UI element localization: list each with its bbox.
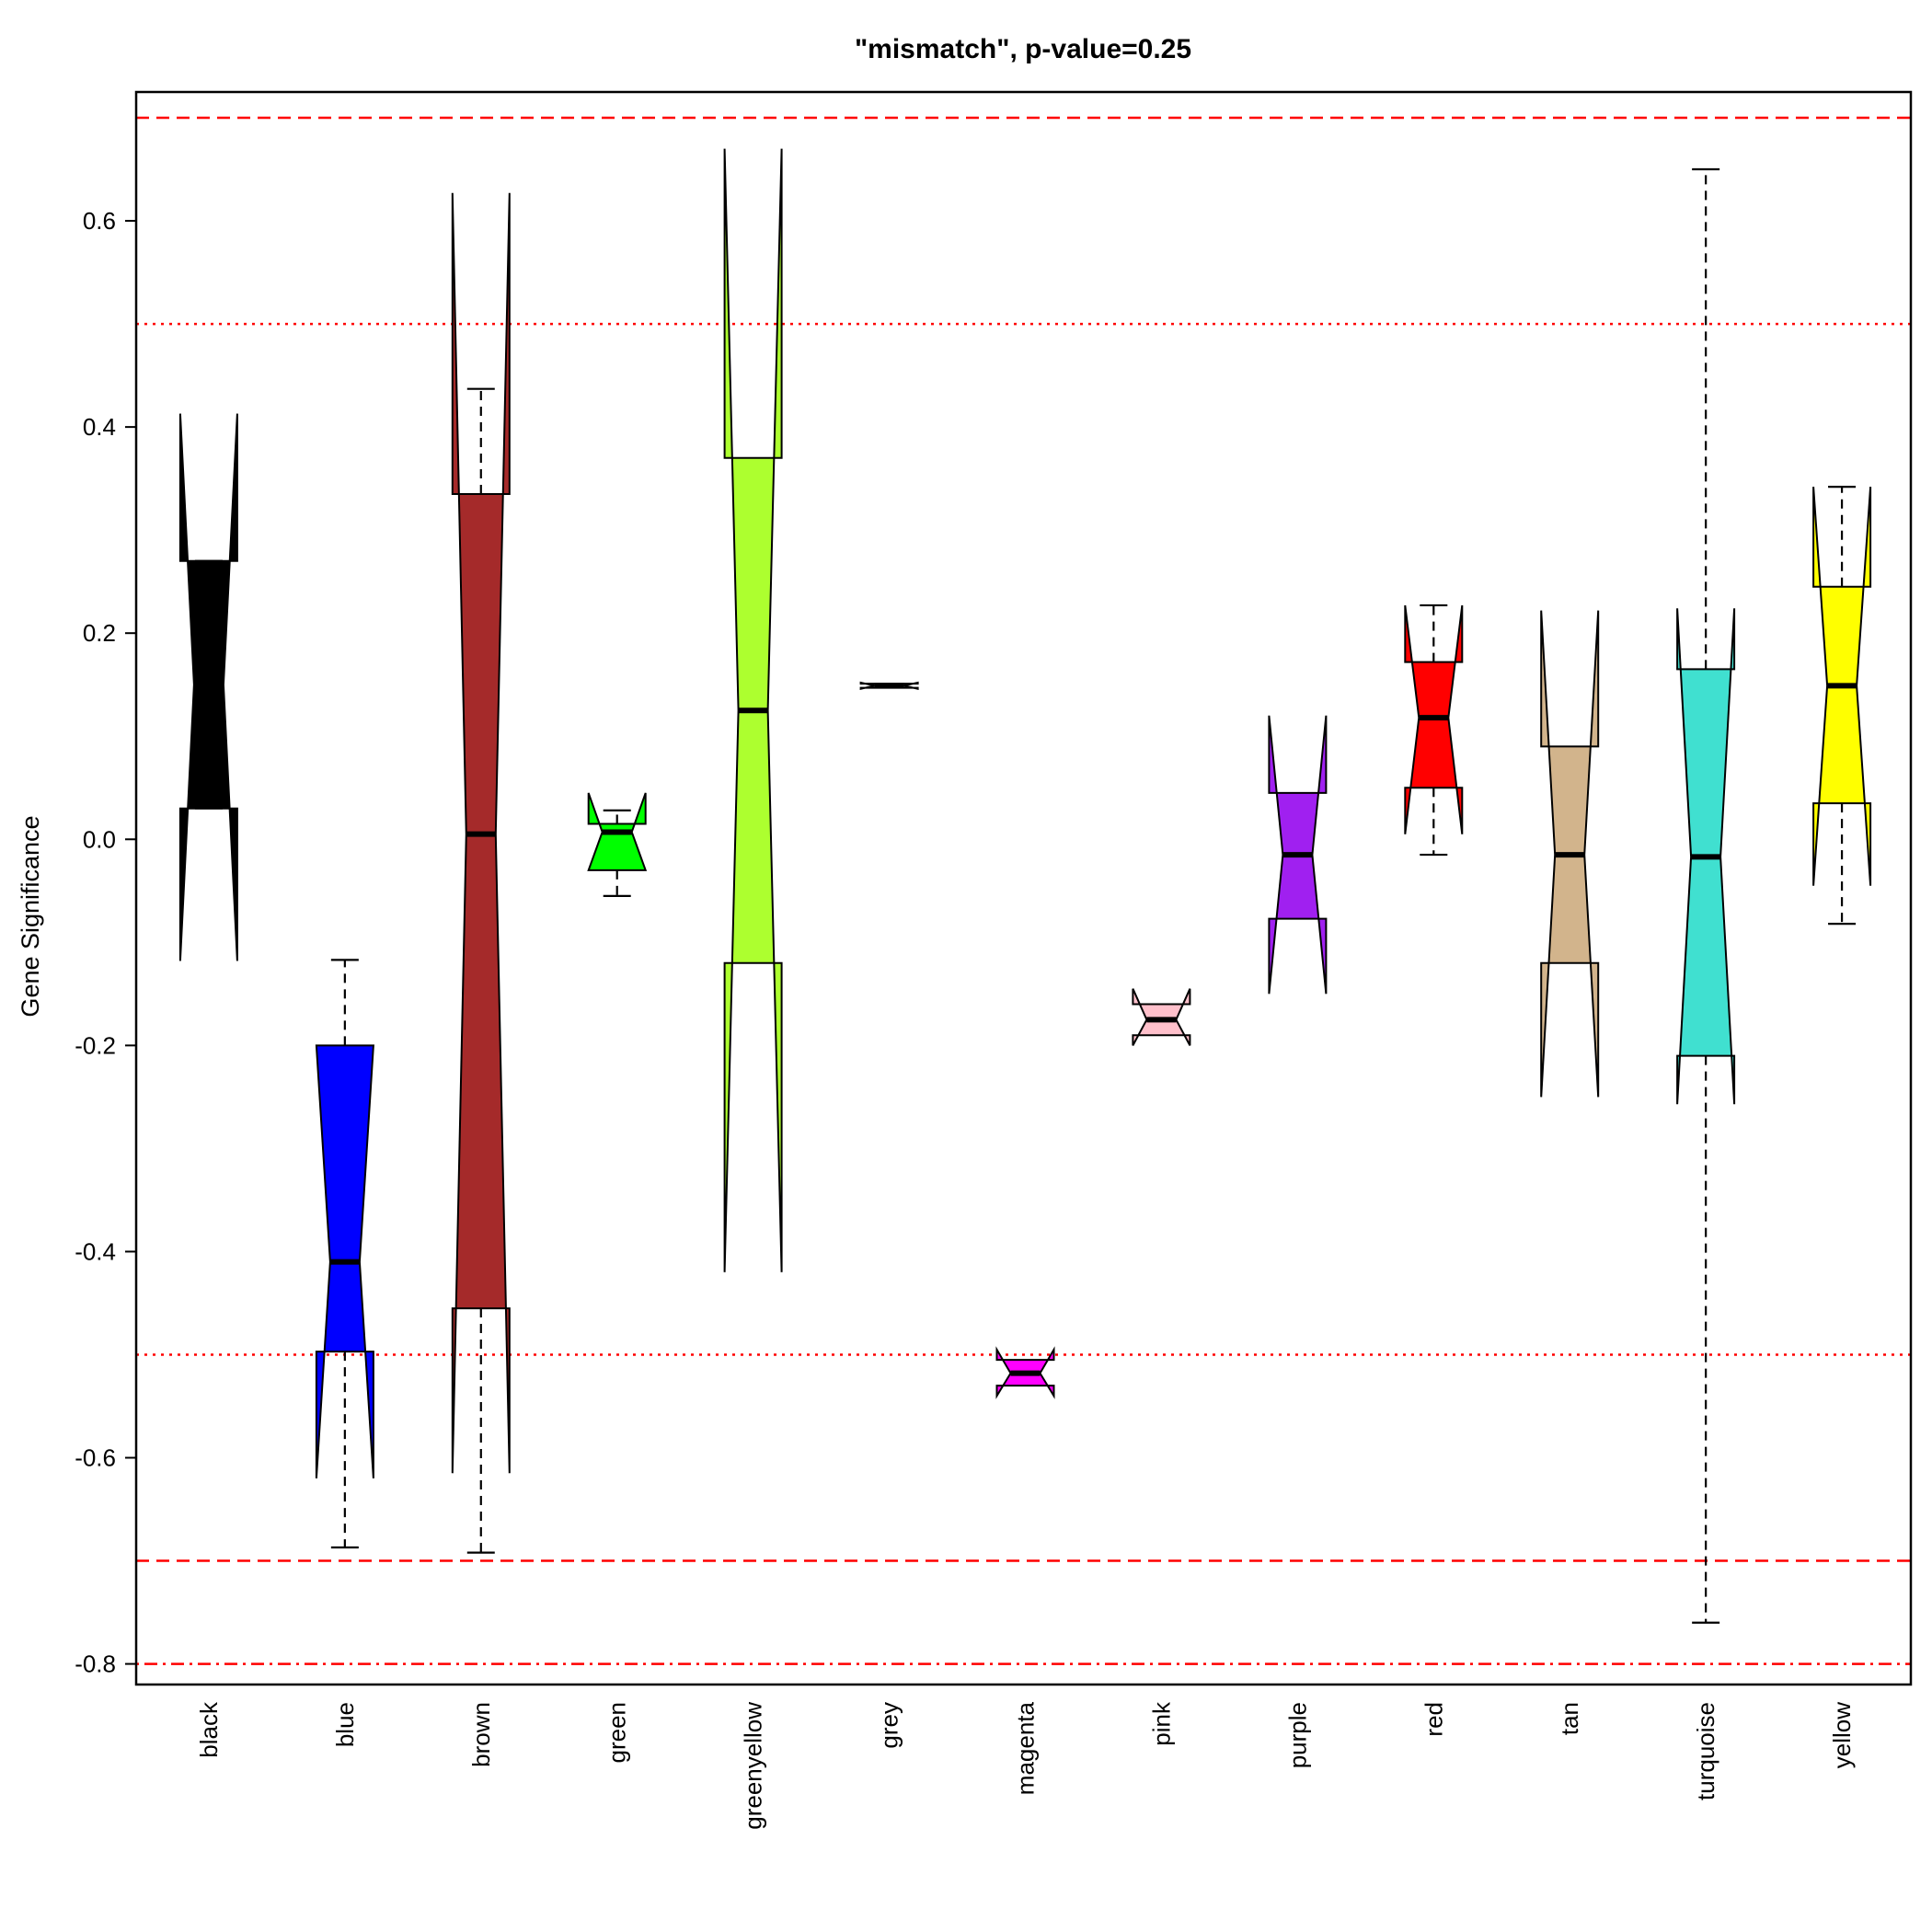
y-tick-label: -0.6 (75, 1444, 116, 1472)
box-yellow (1812, 486, 1872, 926)
box-blue (315, 959, 374, 1549)
y-tick-label: 0.0 (83, 825, 116, 853)
y-axis: 0.6 0.4 0.2 0.0 -0.2 -0.4 -0.6 -0.8 (75, 207, 136, 1678)
x-tick-label: brown (467, 1702, 495, 1767)
y-tick-label: 0.2 (83, 619, 116, 647)
y-tick-label: -0.2 (75, 1031, 116, 1059)
reference-lines (136, 116, 1911, 1665)
x-tick-label: magenta (1012, 1701, 1040, 1795)
x-tick-label: black (195, 1701, 223, 1758)
y-tick-label: -0.4 (75, 1237, 116, 1265)
x-tick-label: purple (1283, 1702, 1311, 1768)
x-tick-label: blue (331, 1702, 359, 1747)
box-black (178, 413, 238, 961)
box-brown (451, 192, 511, 1554)
x-axis: black blue brown green greenyellow grey magent… (195, 1701, 1856, 1830)
x-tick-label: red (1420, 1702, 1447, 1737)
box-turquoise (1676, 167, 1736, 1624)
x-tick-label: grey (876, 1702, 903, 1749)
y-axis-label: Gene Significance (17, 815, 44, 1017)
box-red (1404, 604, 1464, 857)
box-purple (1268, 715, 1328, 995)
x-tick-label: turquoise (1692, 1702, 1719, 1800)
box-pink (1132, 988, 1191, 1046)
y-tick-label: 0.6 (83, 207, 116, 235)
x-tick-label: pink (1147, 1701, 1175, 1746)
x-tick-label: green (604, 1702, 631, 1764)
x-tick-label: yellow (1828, 1702, 1856, 1768)
box-green (587, 792, 648, 898)
y-tick-label: 0.4 (83, 413, 116, 441)
box-tan (1540, 610, 1600, 1098)
y-tick-label: -0.8 (75, 1650, 116, 1678)
x-tick-label: greenyellow (740, 1702, 767, 1830)
plot-frame (134, 90, 1913, 1686)
box-greenyellow (723, 148, 783, 1272)
box-magenta (995, 1346, 1055, 1399)
boxes (178, 148, 1872, 1624)
x-tick-label: tan (1556, 1702, 1583, 1735)
box-grey (859, 681, 919, 690)
chart-title: "mismatch", p-value=0.25 (855, 34, 1191, 64)
